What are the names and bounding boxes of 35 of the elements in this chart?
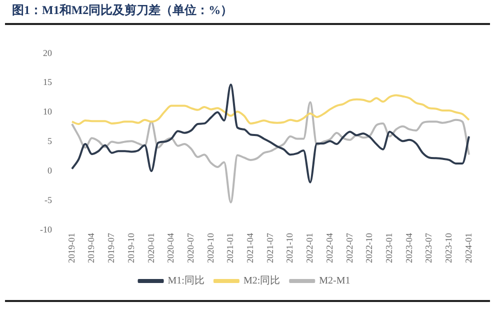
x-tick-label: 2023-04 [404, 232, 414, 264]
line-series [70, 94, 470, 126]
x-tick-label: 2021-04 [245, 232, 256, 264]
y-tick-label: 15 [42, 77, 52, 88]
x-tick-label: 2019-07 [106, 232, 116, 264]
y-tick-label: 10 [42, 106, 52, 117]
x-tick-label: 2022-10 [364, 232, 374, 264]
x-tick-label: 2021-10 [284, 232, 295, 264]
y-tick-label: -5 [44, 194, 52, 205]
chart-title: 图1：M1和M2同比及剪刀差（单位：%） [12, 2, 233, 19]
x-tick-label: 2023-07 [424, 232, 434, 264]
x-tick-label: 2020-01 [146, 233, 156, 264]
line-series [70, 101, 470, 204]
legend-label: M1:同比 [168, 274, 204, 287]
x-tick-label: 2022-01 [304, 233, 315, 264]
y-tick-label: 5 [47, 136, 52, 146]
x-tick-label: 2023-10 [444, 232, 454, 264]
x-tick-label: 2019-04 [86, 232, 96, 264]
legend-label: M2:同比 [243, 274, 280, 287]
x-tick-label: 2022-04 [324, 232, 334, 264]
x-tick-label: 2022-07 [344, 232, 354, 264]
x-tick-label: 2024-01 [463, 233, 474, 264]
x-tick-label: 2023-01 [384, 233, 394, 264]
x-tick-label: 2020-07 [185, 232, 196, 264]
line-series [70, 84, 470, 184]
x-tick-label: 2019-01 [66, 233, 76, 264]
y-tick-label: -10 [40, 224, 52, 234]
y-tick-label: 0 [47, 165, 52, 176]
x-tick-label: 2020-10 [205, 232, 216, 264]
legend-label: M2-M1 [319, 276, 350, 287]
x-tick-label: 2021-01 [225, 233, 236, 264]
y-tick-label: 20 [42, 48, 52, 58]
x-tick-label: 2021-07 [264, 232, 275, 264]
x-tick-label: 2019-10 [126, 232, 136, 264]
x-tick-label: 2020-04 [166, 232, 176, 264]
